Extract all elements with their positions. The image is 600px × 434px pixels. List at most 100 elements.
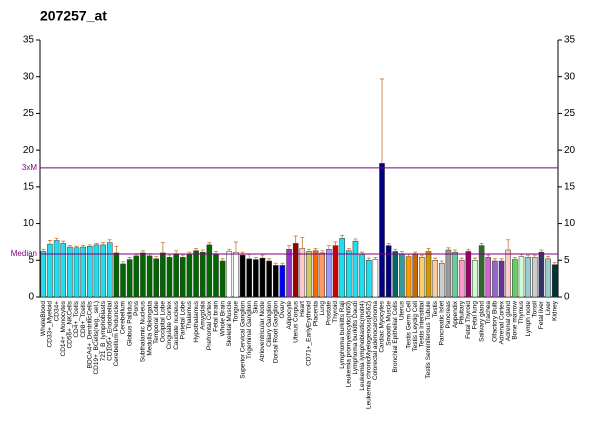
- y-tick-label: 0: [28, 292, 34, 303]
- x-tick-label: Leukemia lymphoblastic(molt4): [359, 301, 366, 391]
- x-tick-label: Tongue: [233, 301, 240, 323]
- bar: [452, 251, 458, 298]
- x-tick-label: Pancreatic Islet: [439, 301, 446, 346]
- x-tick-label: Ovary: [279, 300, 286, 318]
- error-bar: [253, 256, 258, 260]
- x-tick-label: Colorectal adenocarcinoma: [372, 301, 379, 381]
- x-tick-label: Appendix: [452, 300, 459, 328]
- bar: [359, 254, 365, 298]
- error-bar: [492, 258, 497, 262]
- bar: [425, 251, 432, 298]
- bar: [332, 245, 339, 298]
- error-bar: [121, 261, 126, 264]
- x-tick-label: Ciliary Ganglion: [266, 301, 273, 347]
- bar: [180, 257, 186, 298]
- error-bar: [300, 237, 305, 249]
- error-bar: [446, 247, 451, 251]
- bar: [266, 260, 272, 298]
- bar: [472, 260, 478, 298]
- x-tick-label: Amygdala: [199, 301, 206, 330]
- x-tick-label: Pons: [133, 300, 140, 316]
- error-bar: [526, 254, 531, 258]
- bar: [299, 248, 306, 298]
- x-tick-label: Cardiac Myocytes: [379, 300, 386, 352]
- x-tick-label: Trigeminal Ganglion: [246, 301, 253, 359]
- error-bar: [499, 258, 504, 262]
- error-bar: [439, 260, 444, 264]
- bar: [113, 252, 120, 298]
- bar: [505, 249, 511, 298]
- x-tick-label: Subthalamic Nucleus: [140, 300, 147, 362]
- bar: [259, 257, 266, 298]
- x-tick-label: Cingulate Cortex: [166, 300, 173, 349]
- error-bar: [306, 248, 311, 252]
- error-bar: [346, 248, 351, 251]
- error-bar: [419, 254, 424, 258]
- bar: [379, 163, 385, 298]
- x-tick-label: Adrenal Cortex: [498, 300, 505, 344]
- x-tick-label: Thalamus: [186, 300, 193, 329]
- error-bar: [512, 256, 517, 260]
- bar: [160, 252, 166, 298]
- bar: [312, 250, 319, 298]
- x-tick-label: Fetal brain: [213, 301, 220, 332]
- error-bar: [386, 242, 391, 246]
- error-bar: [293, 235, 298, 244]
- error-bar: [340, 234, 345, 239]
- x-tick-label: Pancreas: [445, 300, 452, 328]
- error-bar: [333, 241, 338, 246]
- bar: [133, 255, 140, 298]
- error-bar: [47, 240, 52, 245]
- bar: [292, 243, 299, 298]
- bar: [279, 265, 286, 298]
- x-tick-label: Olfactory Bulb: [492, 301, 499, 342]
- x-tick-label: Prostate: [326, 301, 333, 326]
- bar: [40, 251, 47, 298]
- error-bar: [233, 241, 238, 253]
- bar: [531, 257, 538, 298]
- x-tick-label: Skin: [253, 301, 260, 314]
- bar: [253, 259, 259, 298]
- bar: [219, 260, 226, 298]
- x-tick-label: Fetal lung: [472, 301, 479, 330]
- bar: [53, 240, 60, 298]
- bar: [551, 264, 558, 298]
- y-tick-label: 35: [23, 35, 35, 46]
- x-tick-label: Skeletal Muscle: [226, 301, 233, 347]
- bar: [239, 254, 246, 298]
- x-tick-label: CD14+_Monocytes: [60, 300, 67, 356]
- error-bar: [472, 257, 477, 261]
- error-bar: [167, 254, 172, 258]
- x-tick-label: Heart: [299, 301, 306, 317]
- error-bar: [207, 242, 212, 245]
- x-tick-label: Globus Pallidus: [126, 300, 133, 346]
- error-bar: [74, 245, 79, 248]
- error-bar: [94, 242, 99, 245]
- x-tick-label: Uterus Corpus: [292, 300, 299, 343]
- error-bar: [287, 245, 292, 250]
- error-bar: [366, 257, 371, 261]
- bar: [319, 252, 326, 298]
- x-tick-label: CD4+_Tcells: [73, 300, 80, 337]
- bar: [399, 253, 405, 298]
- error-bar: [247, 254, 252, 259]
- x-tick-label: Fetal liver: [538, 300, 545, 329]
- error-bar: [486, 254, 491, 258]
- error-bar: [107, 239, 112, 243]
- bar: [492, 260, 498, 298]
- x-tick-label: Parietal Lobe: [180, 301, 187, 340]
- x-tick-label: Bronchial Epithelial Cells: [392, 300, 399, 372]
- error-bar: [479, 242, 484, 246]
- error-bar: [552, 262, 557, 265]
- bar: [512, 259, 518, 298]
- bar: [73, 247, 80, 298]
- error-bar: [227, 248, 232, 252]
- error-bar: [200, 249, 205, 253]
- error-bar: [546, 256, 551, 259]
- error-bar: [426, 248, 431, 252]
- bar: [465, 251, 472, 298]
- error-bar: [380, 78, 385, 164]
- x-tick-label: Placenta: [312, 301, 319, 327]
- x-tick-label: 721_B_lymphoblasts: [100, 300, 107, 361]
- bar: [146, 255, 153, 298]
